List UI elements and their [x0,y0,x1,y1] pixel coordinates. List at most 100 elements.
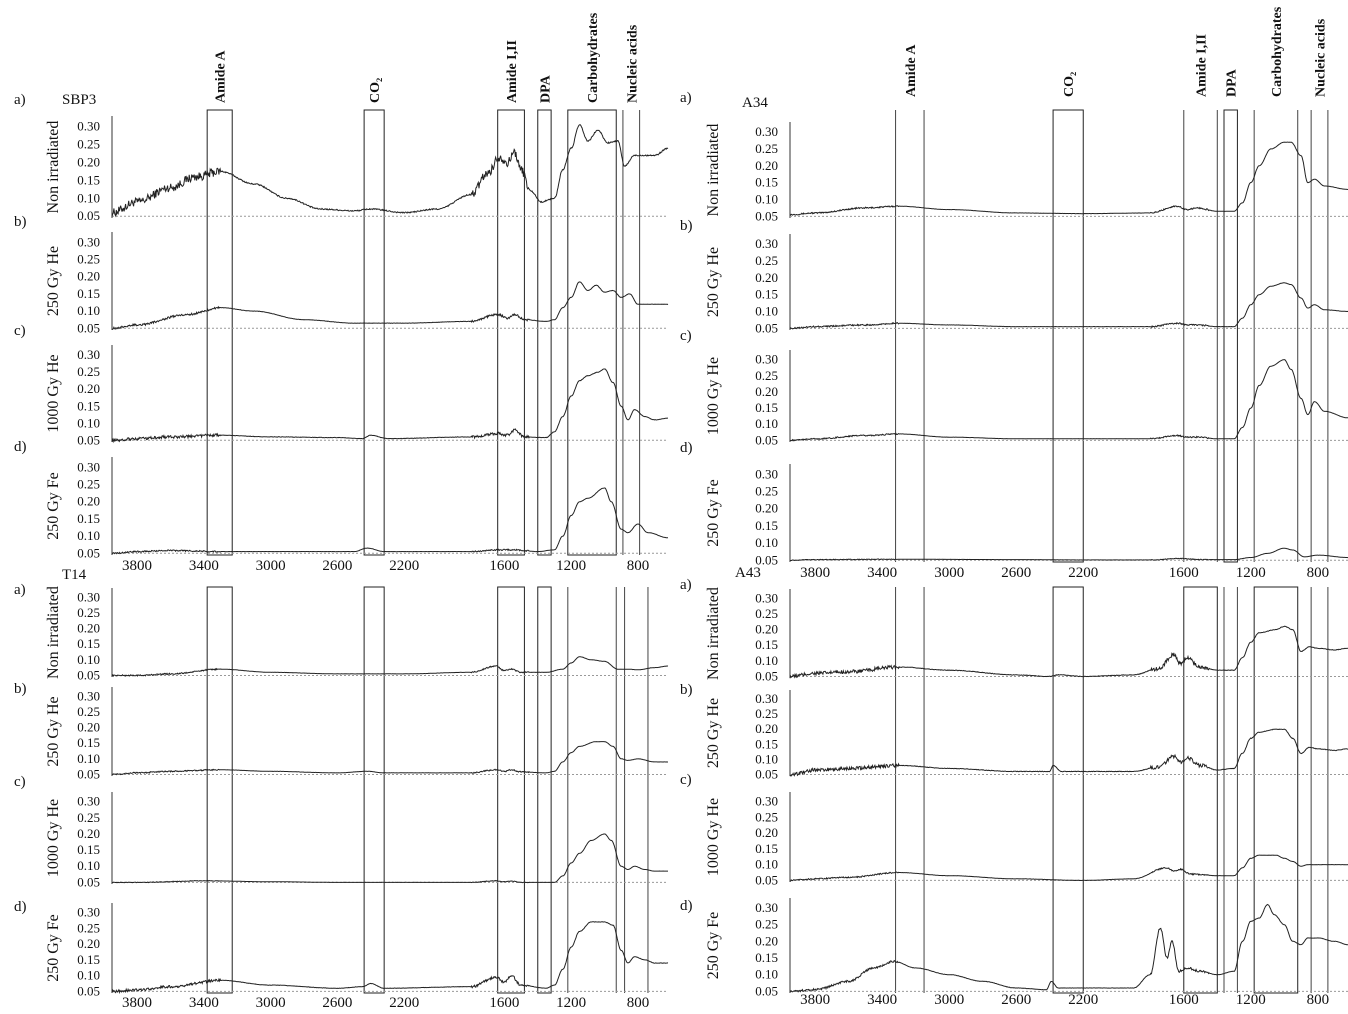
y-tick-label: 0.05 [77,208,100,223]
x-tick-label: 800 [1307,565,1330,581]
y-tick-label: 0.20 [77,826,100,841]
x-tick-label: 800 [1307,992,1330,1008]
y-tick-label: 0.25 [755,917,778,932]
panel-2: 0.050.100.150.200.250.30 b) 250 Gy He [14,681,668,781]
band-label: DPA [1225,68,1240,97]
y-tick-label: 0.20 [77,936,100,951]
x-tick-label: 3000 [934,992,964,1008]
y-tick-label: 0.30 [755,900,778,915]
y-tick-label: 0.10 [77,303,100,318]
x-tick-label: 3800 [122,558,152,574]
y-tick-label: 0.10 [77,858,100,873]
panel-letter: d) [680,898,693,914]
y-tick-label: 0.20 [77,381,100,396]
spectrum-line [111,741,668,776]
y-tick-label: 0.20 [755,384,778,399]
band-label: CO₂ [1062,72,1077,97]
x-tick-label: 3800 [122,995,152,1011]
y-tick-label: 0.30 [755,691,778,706]
spectrum-line [111,656,669,678]
panel-label: 250 Gy He [45,246,62,316]
y-tick-label: 0.25 [755,706,778,721]
y-tick-label: 0.30 [755,352,778,367]
y-tick-label: 0.25 [755,368,778,383]
band-box [537,109,552,556]
x-tick-label: 2600 [1001,565,1031,581]
panel-4: 0.05 0.10 0.15 0.20 0.25 0.30 d) 250 Gy Fe [14,439,669,560]
y-tick-label: 0.30 [77,904,100,919]
y-tick-label: 0.10 [77,751,100,766]
panel-1: 0.050.100.150.200.250.30a)Non irradiated [680,90,1348,223]
y-tick-label: 0.05 [77,874,100,889]
panel-2: 0.050.100.150.200.250.30 b) 250 Gy He [680,682,1348,781]
panel-letter: b) [14,681,27,697]
y-tick-label: 0.20 [755,622,778,637]
spectrum-line [789,728,1348,777]
y-tick-label: 0.30 [77,794,100,809]
panel-letter: d) [680,440,693,456]
band-box [497,586,525,994]
panel-label: 250 Gy He [705,698,722,768]
band-box [1223,109,1238,563]
panel-label: 250 Gy Fe [705,912,722,980]
x-tick-label: 2600 [322,995,352,1011]
band-label: Amide I,II [1195,34,1210,97]
y-tick-label: 0.05 [77,432,100,447]
panel-label: 250 Gy Fe [705,479,722,547]
y-tick-label: 0.15 [77,172,100,187]
x-tick-label: 1600 [489,558,519,574]
y-tick-label: 0.10 [755,653,778,668]
x-tick-label: 1200 [1236,565,1266,581]
y-tick-label: 0.30 [755,590,778,605]
y-tick-label: 0.10 [755,751,778,766]
x-tick-label: 1600 [1169,992,1199,1008]
y-tick-label: 0.15 [755,736,778,751]
panel-3: 0.050.100.150.200.250.30c)1000 Gy He [680,772,1348,887]
x-tick-label: 2200 [389,558,419,574]
band-box [206,109,233,556]
y-tick-label: 0.10 [755,967,778,982]
panel-3: 0.050.100.150.200.250.30c)1000 Gy He [14,774,668,889]
panel-1: 0.050.100.150.200.250.30a)Non irradiated [14,92,669,223]
y-tick-label: 0.30 [77,119,100,134]
y-tick-label: 0.15 [755,637,778,652]
panel-label: Non irradiated [705,587,722,680]
panel-1: 0.050.100.150.200.250.30a)Non irradiated [680,577,1348,683]
band-box [363,109,385,556]
y-tick-label: 0.15 [755,175,778,190]
panel-letter: d) [14,899,27,915]
x-tick-label: 800 [627,995,650,1011]
y-tick-label: 0.15 [755,287,778,302]
x-tick-label: 2200 [1068,565,1098,581]
y-tick-label: 0.05 [77,766,100,781]
band-label: Amide A [904,44,919,97]
band-box [363,586,385,994]
x-tick-label: 3000 [256,558,286,574]
chart-sbp3: SBP3 Amide A CO₂ Amide I,II DPA Carbohydrates… [14,12,669,574]
y-tick-label: 0.30 [755,236,778,251]
y-tick-label: 0.30 [77,234,100,249]
x-tick-label: 3400 [189,995,219,1011]
y-tick-label: 0.30 [77,347,100,362]
y-tick-label: 0.05 [77,545,100,560]
y-tick-label: 0.25 [755,484,778,499]
spectrum-line [112,281,669,330]
panel-letter: c) [680,772,692,788]
panel-3: 0.050.100.150.200.250.30c)1000 Gy He [14,323,668,447]
panel-letter: b) [680,218,693,234]
y-tick-label: 0.15 [77,735,100,750]
y-tick-label: 0.25 [77,364,100,379]
panel-label: 250 Gy He [45,696,62,766]
y-tick-label: 0.15 [755,950,778,965]
chart-a34: A34 Amide A CO₂ Amide I,II DPA Carbohydrates N… [680,6,1348,581]
y-tick-label: 0.10 [755,303,778,318]
y-tick-label: 0.15 [755,518,778,533]
y-tick-label: 0.30 [77,688,100,703]
x-tick-label: 800 [627,558,650,574]
x-tick-label: 1200 [556,995,586,1011]
y-tick-label: 0.05 [755,983,778,998]
sample-name: A34 [742,95,768,111]
spectrum-line [789,625,1348,679]
panel-label: 1000 Gy He [705,798,722,876]
